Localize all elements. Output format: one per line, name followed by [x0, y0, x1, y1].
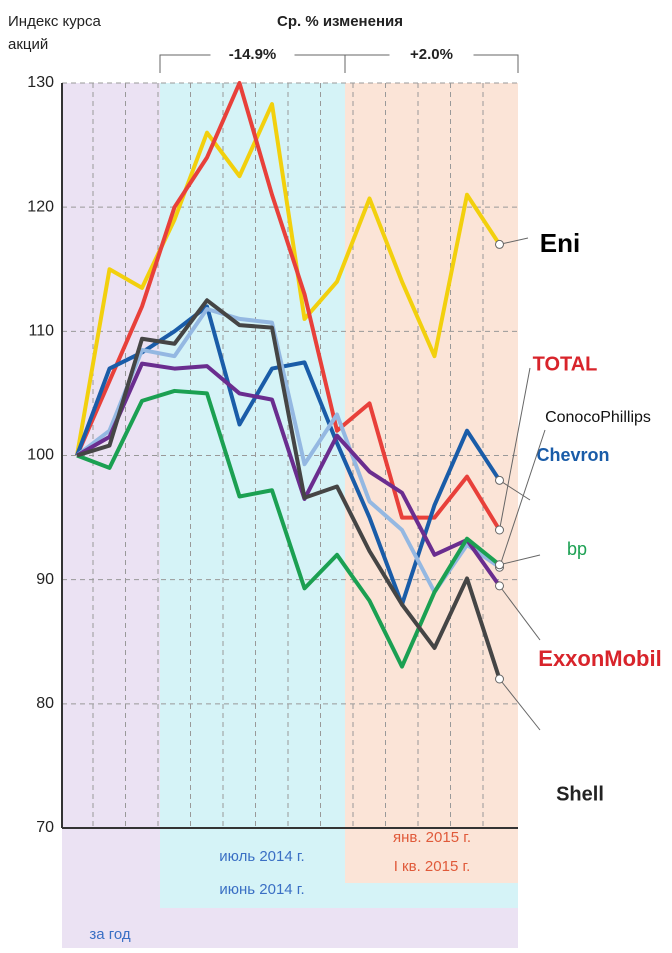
leader-line [499, 554, 541, 566]
series-line [75, 102, 502, 456]
period-label: I кв. 2015 г. [394, 858, 471, 875]
series-line [76, 388, 501, 669]
y-tick-label: 90 [36, 571, 54, 588]
period-label: июль 2014 г. [219, 848, 304, 865]
legend-label: Eni [540, 228, 580, 258]
series-line [75, 306, 501, 595]
period-band [345, 828, 518, 883]
y-tick-label: 120 [27, 198, 54, 215]
end-point [495, 674, 504, 684]
y-tick-label: 70 [36, 819, 54, 836]
end-point [495, 239, 504, 249]
period-change: +2.0% [410, 46, 453, 63]
period-label: янв. 2015 г. [393, 829, 471, 846]
period-change: -14.9% [229, 46, 277, 63]
legend-label: ConocoPhillips [545, 409, 651, 426]
leader-line [499, 585, 541, 641]
period-label: июнь 2014 г. [219, 881, 304, 898]
y-tick-label: 130 [27, 74, 54, 91]
y-tick-label: 80 [36, 695, 54, 712]
y-axis-label: акций [8, 36, 48, 53]
leader-line [499, 237, 529, 245]
year-label: за год [89, 926, 131, 943]
leader-line [499, 479, 531, 501]
legend-label: TOTAL [533, 353, 598, 375]
series-line [76, 298, 502, 680]
chart-title: Ср. % изменения [277, 13, 403, 30]
y-axis-label: Индекс курса [8, 13, 101, 30]
series-line [75, 304, 502, 607]
y-tick-label: 110 [28, 323, 54, 340]
legend-label: Shell [556, 783, 604, 805]
end-point [495, 525, 504, 535]
legend-label: ExxonMobil [538, 646, 661, 671]
legend-label: bp [567, 539, 587, 559]
leader-line [499, 429, 546, 568]
leader-line [499, 367, 531, 531]
series-line [76, 361, 502, 588]
end-point [495, 581, 504, 591]
leader-line [499, 678, 541, 731]
end-point [495, 475, 504, 485]
legend-label: Chevron [536, 445, 609, 465]
end-point [495, 560, 504, 570]
bracket [344, 54, 519, 73]
y-tick-label: 100 [27, 447, 54, 464]
